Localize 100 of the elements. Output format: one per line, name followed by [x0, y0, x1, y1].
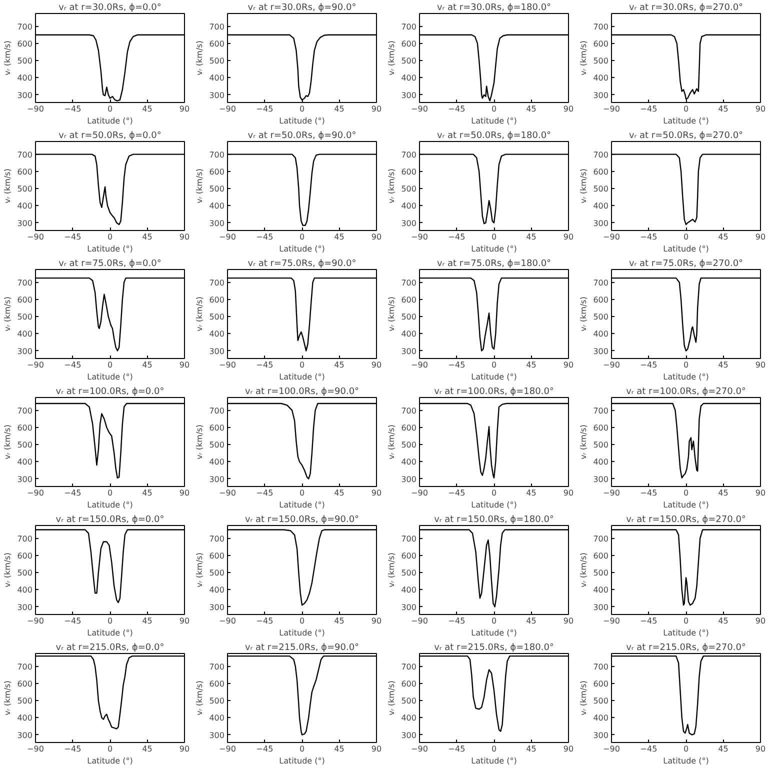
y-tick-label: 700 — [209, 278, 225, 288]
x-axis-title: Latitude (°) — [471, 244, 517, 254]
y-tick-label: 300 — [593, 218, 609, 228]
x-tick-label: 90 — [371, 360, 382, 370]
y-tick-label: 700 — [17, 662, 33, 672]
x-tick-label: 45 — [526, 232, 536, 242]
y-axis-title: vᵣ (km/s) — [387, 168, 396, 204]
y-tick-label: 600 — [209, 551, 225, 560]
x-axis-title: Latitude (°) — [87, 116, 133, 126]
y-axis-title: vᵣ (km/s) — [195, 296, 204, 332]
y-tick-label: 400 — [593, 202, 609, 211]
y-tick-label: 600 — [593, 679, 609, 688]
y-tick-label: 300 — [209, 346, 225, 356]
y-tick-label: 300 — [17, 474, 33, 484]
y-axis-title: vᵣ (km/s) — [3, 168, 12, 204]
chart-title: vᵣ at r=30.0Rs, ϕ=180.0° — [436, 3, 552, 13]
x-tick-label: 0 — [107, 488, 113, 498]
y-tick-label: 400 — [401, 458, 417, 467]
x-tick-label: −90 — [219, 104, 236, 114]
x-tick-label: −45 — [64, 616, 82, 626]
x-tick-label: 45 — [142, 360, 152, 370]
y-tick-label: 300 — [209, 90, 225, 100]
y-tick-label: 700 — [401, 22, 417, 32]
y-tick-label: 600 — [401, 423, 417, 432]
y-tick-label: 400 — [17, 74, 33, 83]
y-tick-label: 600 — [209, 423, 225, 432]
x-axis-title: Latitude (°) — [663, 500, 709, 510]
y-axis-title: vᵣ (km/s) — [195, 424, 204, 460]
y-tick-label: 600 — [17, 679, 33, 688]
y-tick-label: 700 — [17, 534, 33, 544]
x-tick-label: 90 — [755, 488, 766, 498]
x-tick-label: −45 — [448, 360, 466, 370]
y-tick-label: 700 — [401, 534, 417, 544]
x-tick-label: 45 — [334, 488, 344, 498]
x-tick-label: −90 — [411, 232, 428, 242]
x-tick-label: 90 — [179, 616, 190, 626]
x-tick-label: −45 — [640, 360, 658, 370]
x-tick-label: 0 — [683, 360, 689, 370]
y-tick-label: 500 — [401, 56, 417, 66]
x-tick-label: 45 — [334, 616, 344, 626]
x-tick-label: −45 — [448, 488, 466, 498]
y-tick-label: 300 — [401, 474, 417, 484]
x-tick-label: 45 — [718, 104, 728, 114]
y-tick-label: 400 — [401, 586, 417, 595]
x-axis-title: Latitude (°) — [87, 372, 133, 382]
chart-title: vᵣ at r=100.0Rs, ϕ=270.0° — [626, 387, 746, 397]
x-tick-label: 0 — [107, 232, 113, 242]
y-tick-label: 500 — [209, 56, 225, 66]
y-tick-label: 700 — [593, 278, 609, 288]
x-tick-label: −45 — [64, 104, 82, 114]
x-tick-label: −45 — [256, 488, 274, 498]
x-tick-label: −90 — [411, 360, 428, 370]
x-tick-label: −90 — [603, 104, 620, 114]
y-tick-label: 700 — [593, 150, 609, 160]
y-tick-label: 500 — [593, 184, 609, 194]
x-tick-label: 90 — [371, 232, 382, 242]
y-tick-label: 600 — [593, 423, 609, 432]
x-tick-label: 0 — [491, 104, 497, 114]
y-tick-label: 300 — [401, 90, 417, 100]
x-tick-label: 90 — [563, 744, 574, 754]
y-axis-title: vᵣ (km/s) — [3, 296, 12, 332]
x-tick-label: −45 — [640, 104, 658, 114]
x-tick-label: −45 — [448, 104, 466, 114]
y-tick-label: 700 — [401, 278, 417, 288]
y-tick-label: 300 — [209, 730, 225, 740]
y-tick-label: 600 — [401, 167, 417, 176]
chart-title: vᵣ at r=100.0Rs, ϕ=90.0° — [244, 387, 360, 397]
y-tick-label: 300 — [209, 218, 225, 228]
y-tick-label: 500 — [593, 56, 609, 66]
y-tick-label: 300 — [593, 474, 609, 484]
chart-title: vᵣ at r=150.0Rs, ϕ=90.0° — [244, 515, 360, 525]
x-tick-label: −90 — [411, 616, 428, 626]
y-axis-title: vᵣ (km/s) — [387, 424, 396, 460]
y-tick-label: 700 — [17, 278, 33, 288]
y-tick-label: 600 — [401, 679, 417, 688]
y-tick-label: 300 — [593, 90, 609, 100]
x-tick-label: 45 — [142, 232, 152, 242]
x-tick-label: 0 — [299, 616, 305, 626]
x-axis-title: Latitude (°) — [279, 244, 325, 254]
y-axis-title: vᵣ (km/s) — [3, 680, 12, 716]
x-tick-label: 0 — [683, 744, 689, 754]
x-tick-label: 90 — [563, 616, 574, 626]
x-axis-title: Latitude (°) — [663, 628, 709, 638]
chart-title: vᵣ at r=100.0Rs, ϕ=0.0° — [56, 387, 164, 397]
y-tick-label: 300 — [401, 346, 417, 356]
chart-title: vᵣ at r=150.0Rs, ϕ=0.0° — [56, 515, 164, 525]
chart-title: vᵣ at r=215.0Rs, ϕ=180.0° — [434, 643, 554, 653]
x-tick-label: 90 — [755, 744, 766, 754]
x-axis-title: Latitude (°) — [87, 756, 133, 766]
y-tick-label: 500 — [17, 56, 33, 66]
y-tick-label: 700 — [401, 406, 417, 416]
y-tick-label: 400 — [401, 714, 417, 723]
x-tick-label: 90 — [371, 744, 382, 754]
y-tick-label: 700 — [209, 22, 225, 32]
x-tick-label: −45 — [640, 744, 658, 754]
x-axis-title: Latitude (°) — [471, 372, 517, 382]
x-tick-label: 0 — [299, 488, 305, 498]
x-tick-label: 90 — [179, 360, 190, 370]
x-tick-label: −90 — [219, 360, 236, 370]
y-tick-label: 400 — [17, 330, 33, 339]
